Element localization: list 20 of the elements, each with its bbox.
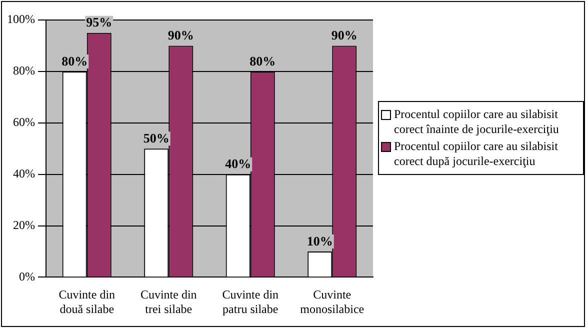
data-label: 40%: [225, 156, 252, 172]
legend-label: Procentul copiilor care au silabisit corect după jocurile-exerciţiu: [394, 139, 559, 169]
data-label: 10%: [306, 233, 333, 248]
data-label: 90%: [168, 28, 194, 43]
y-tick-label: 0%: [18, 269, 35, 284]
y-tick-label: 80%: [12, 64, 35, 78]
data-label: 80%: [62, 53, 88, 68]
x-tick-label: Cuvinte din două silabe: [58, 288, 116, 316]
x-tick-label: Cuvinte din trei silabe: [140, 288, 197, 316]
data-label: 95%: [86, 14, 112, 30]
x-tick-label: Cuvinte din patru silabe: [222, 288, 279, 316]
data-label: 50%: [143, 130, 170, 146]
y-tick-label: 100%: [6, 12, 35, 26]
x-tick-label: Cuvinte monosilabice: [300, 288, 364, 316]
y-tick-label: 20%: [12, 218, 35, 232]
data-label: 90%: [331, 28, 358, 43]
y-tick-label: 40%: [12, 166, 35, 180]
y-tick-label: 60%: [12, 115, 35, 130]
legend-label: Procentul copiilor care au silabisit corect înainte de jocurile-exerciţiu: [394, 107, 560, 137]
data-label: 80%: [250, 53, 276, 68]
